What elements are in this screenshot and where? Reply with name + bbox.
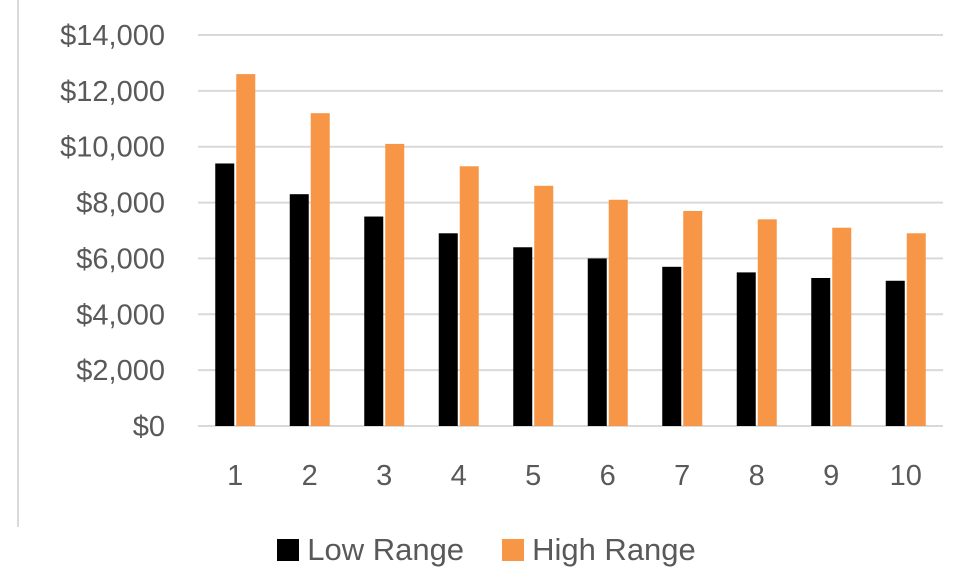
gridlines — [198, 34, 943, 427]
y-tick-label: $10,000 — [60, 132, 165, 164]
bar-high-range — [459, 166, 479, 426]
bar-high-range — [236, 74, 256, 426]
bar-chart: $0 $2,000 $4,000 $6,000 $8,000 $10,000 $12,000… — [17, 0, 943, 527]
bar-low-range — [662, 266, 682, 426]
y-tick-label: $12,000 — [60, 76, 165, 108]
x-tick-label: 1 — [227, 460, 243, 492]
x-tick-label: 8 — [749, 460, 765, 492]
x-tick-label: 10 — [890, 460, 922, 492]
legend-label-low-range: Low Range — [307, 532, 465, 567]
bar-high-range — [832, 227, 852, 426]
x-tick-label: 4 — [451, 460, 467, 492]
bar-high-range — [608, 199, 628, 426]
x-tick-label: 9 — [823, 460, 839, 492]
y-axis-ticks: $0 $2,000 $4,000 $6,000 $8,000 $10,000 $12,000… — [60, 20, 165, 443]
bar-low-range — [215, 163, 235, 426]
bar-high-range — [757, 219, 777, 426]
legend-swatch-low-range — [277, 539, 300, 561]
bar-low-range — [513, 247, 533, 426]
bars — [215, 74, 926, 426]
bar-low-range — [587, 258, 607, 426]
y-tick-label: $8,000 — [76, 188, 165, 220]
bar-high-range — [683, 210, 703, 426]
bar-low-range — [811, 277, 831, 426]
bar-high-range — [906, 233, 926, 426]
legend-item-high-range: High Range — [502, 532, 696, 568]
legend-swatch-high-range — [502, 539, 525, 561]
bar-high-range — [385, 143, 405, 426]
bar-low-range — [885, 280, 905, 426]
legend-label-high-range: High Range — [532, 532, 696, 567]
legend-item-low-range: Low Range — [277, 532, 464, 568]
x-tick-label: 5 — [525, 460, 541, 492]
bar-high-range — [310, 113, 330, 426]
y-tick-label: $4,000 — [76, 299, 165, 331]
legend: Low Range High Range — [0, 527, 973, 573]
x-tick-label: 2 — [302, 460, 318, 492]
bar-low-range — [364, 216, 384, 426]
x-tick-label: 6 — [600, 460, 616, 492]
bar-low-range — [438, 233, 458, 426]
y-tick-label: $0 — [133, 411, 165, 443]
x-tick-label: 7 — [674, 460, 690, 492]
y-tick-label: $2,000 — [76, 355, 165, 387]
bar-low-range — [289, 194, 309, 426]
x-axis-ticks: 1 2 3 4 5 6 7 8 9 10 — [227, 460, 922, 492]
bar-high-range — [534, 185, 554, 426]
bar-low-range — [736, 272, 756, 426]
x-tick-label: 3 — [376, 460, 392, 492]
y-tick-label: $6,000 — [76, 243, 165, 275]
y-tick-label: $14,000 — [60, 20, 165, 52]
